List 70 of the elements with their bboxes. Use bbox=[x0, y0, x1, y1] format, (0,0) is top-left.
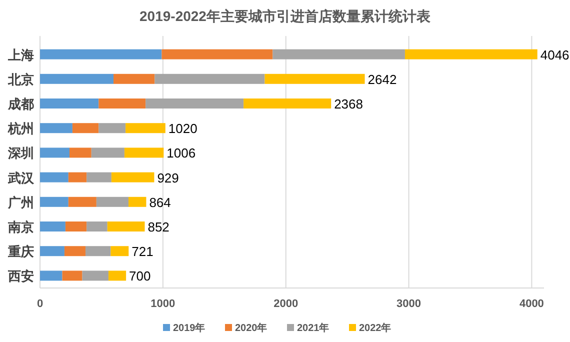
total-label: 864 bbox=[149, 194, 171, 210]
bar bbox=[40, 49, 162, 60]
bar bbox=[40, 222, 66, 232]
bar bbox=[264, 74, 365, 84]
legend-label: 2020年 bbox=[235, 322, 268, 334]
bar bbox=[68, 172, 87, 182]
bar bbox=[108, 270, 126, 281]
total-label: 2368 bbox=[334, 96, 364, 112]
total-label: 2642 bbox=[368, 72, 397, 87]
x-tick-label: 1000 bbox=[150, 298, 176, 310]
bar bbox=[40, 74, 114, 84]
bar bbox=[91, 148, 124, 158]
bar bbox=[40, 246, 64, 256]
bar bbox=[82, 270, 108, 281]
x-tick-label: 2000 bbox=[274, 298, 298, 310]
bar bbox=[98, 123, 126, 134]
y-tick-label: 北京 bbox=[7, 72, 34, 87]
bar bbox=[40, 270, 62, 281]
x-tick-label: 0 bbox=[36, 298, 44, 310]
bar bbox=[65, 222, 87, 232]
total-label: 1020 bbox=[168, 121, 198, 136]
bar bbox=[111, 172, 154, 182]
bar bbox=[146, 98, 244, 108]
bar bbox=[68, 196, 96, 207]
bar bbox=[86, 222, 108, 232]
x-tick-label: 3000 bbox=[396, 298, 422, 310]
bar bbox=[40, 148, 70, 158]
bar bbox=[72, 123, 99, 134]
bar bbox=[98, 98, 146, 108]
bar bbox=[40, 196, 68, 207]
bar bbox=[110, 246, 129, 256]
y-tick-label: 上海 bbox=[7, 47, 34, 62]
y-tick-label: 深圳 bbox=[7, 146, 34, 161]
chart-title: 2019-2022年主要城市引进首店数量累计统计表 bbox=[140, 8, 432, 24]
bar bbox=[124, 148, 164, 158]
bar bbox=[70, 148, 92, 158]
total-label: 700 bbox=[129, 268, 151, 284]
y-tick-label: 西安 bbox=[7, 268, 34, 284]
bar bbox=[114, 74, 155, 84]
bar bbox=[107, 222, 145, 232]
bar bbox=[62, 270, 82, 281]
bar bbox=[126, 123, 166, 134]
legend-label: 2021年 bbox=[297, 322, 330, 334]
bar bbox=[40, 98, 99, 108]
total-label: 721 bbox=[132, 244, 154, 260]
y-tick-label: 成都 bbox=[7, 96, 34, 112]
total-label: 929 bbox=[157, 170, 179, 186]
y-tick-label: 杭州 bbox=[7, 121, 34, 136]
legend-label: 2022年 bbox=[359, 322, 392, 334]
bar bbox=[404, 49, 538, 60]
bar bbox=[40, 172, 68, 182]
y-tick-label: 南京 bbox=[7, 220, 34, 234]
bar bbox=[272, 49, 405, 60]
bar bbox=[96, 196, 129, 207]
bar bbox=[40, 123, 72, 134]
bar bbox=[244, 98, 332, 108]
bar bbox=[162, 49, 273, 60]
y-tick-label: 武汉 bbox=[7, 170, 35, 186]
total-label: 1006 bbox=[166, 146, 196, 161]
bar bbox=[154, 74, 265, 84]
total-label: 852 bbox=[148, 220, 170, 234]
total-label: 4046 bbox=[540, 47, 570, 62]
y-tick-label: 广州 bbox=[7, 194, 34, 210]
bar bbox=[64, 246, 86, 256]
y-tick-label: 重庆 bbox=[7, 244, 34, 260]
bar bbox=[85, 246, 111, 256]
bar bbox=[128, 196, 146, 207]
x-tick-label: 4000 bbox=[519, 298, 544, 310]
bar bbox=[86, 172, 112, 182]
legend-label: 2019年 bbox=[173, 322, 206, 334]
